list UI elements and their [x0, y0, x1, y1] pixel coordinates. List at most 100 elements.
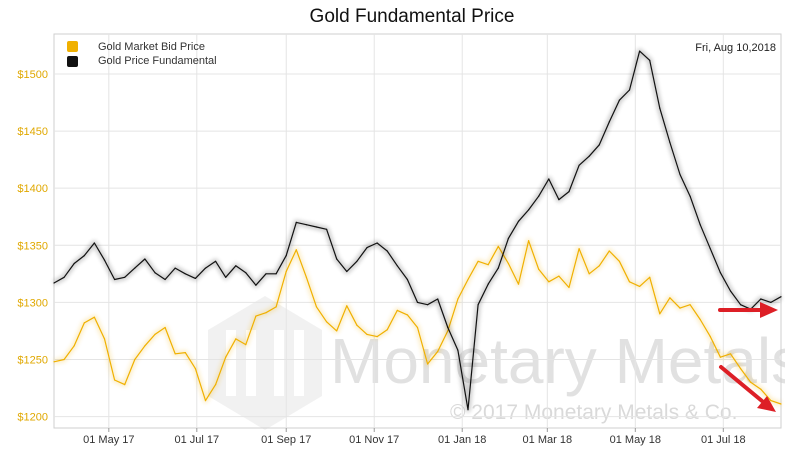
data-point-bid: [729, 353, 732, 355]
data-point-fundamental: [517, 220, 520, 222]
data-point-bid: [406, 314, 408, 316]
plot-area: [53, 33, 782, 429]
data-point-bid: [760, 388, 762, 390]
data-point-bid: [396, 309, 398, 311]
x-tick-label: 01 Sep 17: [261, 434, 311, 446]
data-point-bid: [315, 306, 318, 308]
data-point-bid: [174, 353, 176, 355]
data-point-bid: [184, 352, 186, 354]
data-point-fundamental: [528, 209, 530, 211]
data-point-fundamental: [144, 258, 146, 260]
data-point-bid: [669, 297, 671, 299]
data-point-bid: [255, 315, 257, 317]
data-point-fundamental: [295, 221, 297, 223]
data-point-fundamental: [174, 267, 176, 269]
data-point-fundamental: [457, 349, 459, 351]
legend-item-fundamental[interactable]: Gold Price Fundamental: [67, 55, 217, 67]
data-point-fundamental: [406, 278, 408, 281]
data-point-bid: [73, 345, 75, 347]
data-point-fundamental: [366, 247, 368, 249]
data-point-bid: [326, 321, 328, 323]
data-point-bid: [719, 356, 722, 358]
data-point-bid: [346, 305, 348, 307]
watermark-text: Monetary Metals: [330, 325, 785, 397]
data-point-bid: [699, 318, 701, 321]
data-point-bid: [770, 400, 772, 402]
data-point-fundamental: [689, 195, 691, 197]
data-point-fundamental: [103, 259, 106, 261]
y-tick-label: $1350: [17, 240, 48, 252]
x-tick-label: 01 May 18: [610, 434, 661, 446]
data-point-bid: [750, 381, 752, 383]
x-tick-label: 01 Jul 17: [174, 434, 219, 446]
data-point-fundamental: [497, 267, 499, 269]
data-point-bid: [275, 306, 277, 308]
legend-item-bid[interactable]: Gold Market Bid Price: [67, 41, 205, 53]
watermark-logo: [208, 296, 322, 430]
data-point-bid: [416, 326, 419, 329]
data-point-bid: [578, 248, 580, 250]
data-point-bid: [114, 379, 116, 381]
data-point-bid: [124, 384, 126, 386]
data-point-fundamental: [164, 278, 166, 281]
data-point-fundamental: [760, 298, 762, 300]
data-point-bid: [285, 270, 287, 273]
y-tick-label: $1250: [17, 354, 48, 366]
data-point-bid: [618, 260, 621, 262]
data-point-bid: [53, 361, 55, 363]
legend-label-fundamental: Gold Price Fundamental: [98, 55, 217, 67]
data-point-fundamental: [740, 304, 742, 306]
data-point-bid: [659, 313, 661, 315]
data-point-fundamental: [416, 301, 419, 303]
series-layer: [52, 48, 783, 413]
data-point-bid: [295, 249, 297, 251]
data-point-bid: [215, 384, 217, 386]
data-point-bid: [103, 338, 106, 340]
data-point-bid: [376, 336, 378, 338]
data-point-fundamental: [729, 290, 732, 292]
data-point-fundamental: [507, 237, 509, 239]
data-point-fundamental: [467, 409, 469, 411]
data-point-fundamental: [83, 255, 85, 257]
copyright-text: © 2017 Monetary Metals & Co.: [450, 401, 737, 424]
data-point-fundamental: [184, 273, 186, 275]
x-axis: 01 May 17 01 Jul 17 01 Sep 17 01 Nov 17 01 J…: [83, 428, 746, 446]
data-point-bid: [568, 286, 570, 289]
data-point-bid: [427, 363, 429, 365]
data-point-fundamental: [285, 255, 287, 257]
x-tick-label: 01 Jul 18: [701, 434, 746, 446]
x-tick-label: 01 Mar 18: [523, 434, 573, 446]
data-point-fundamental: [93, 242, 95, 244]
data-point-fundamental: [477, 304, 479, 306]
data-point-bid: [356, 324, 358, 326]
y-tick-label: $1450: [17, 126, 48, 138]
annotation-arrows: [718, 302, 778, 412]
data-point-bid: [144, 345, 146, 347]
x-tick-label: 01 May 17: [83, 434, 134, 446]
data-point-bid: [487, 264, 489, 266]
data-point-fundamental: [709, 248, 711, 250]
data-point-bid: [528, 240, 530, 242]
date-label: Fri, Aug 10,2018: [695, 42, 776, 54]
data-point-bid: [386, 329, 388, 331]
y-axis: $1200 $1250 $1300 $1350 $1400 $1450 $1500: [17, 69, 48, 424]
data-point-fundamental: [305, 224, 307, 226]
data-point-bid: [83, 322, 85, 324]
data-point-bid: [336, 330, 338, 332]
data-point-bid: [628, 281, 631, 283]
data-point-fundamental: [679, 173, 681, 176]
data-point-fundamental: [396, 265, 398, 267]
data-point-bid: [679, 307, 681, 309]
y-tick-label: $1500: [17, 69, 48, 81]
y-tick-label: $1200: [17, 412, 48, 424]
data-point-fundamental: [588, 155, 590, 157]
data-point-fundamental: [427, 304, 429, 306]
data-point-fundamental: [699, 224, 701, 226]
data-point-bid: [649, 276, 651, 278]
data-point-bid: [588, 273, 590, 275]
y-tick-label: $1300: [17, 297, 48, 309]
data-point-bid: [457, 298, 459, 300]
data-point-fundamental: [315, 226, 318, 228]
data-point-fundamental: [437, 298, 439, 300]
